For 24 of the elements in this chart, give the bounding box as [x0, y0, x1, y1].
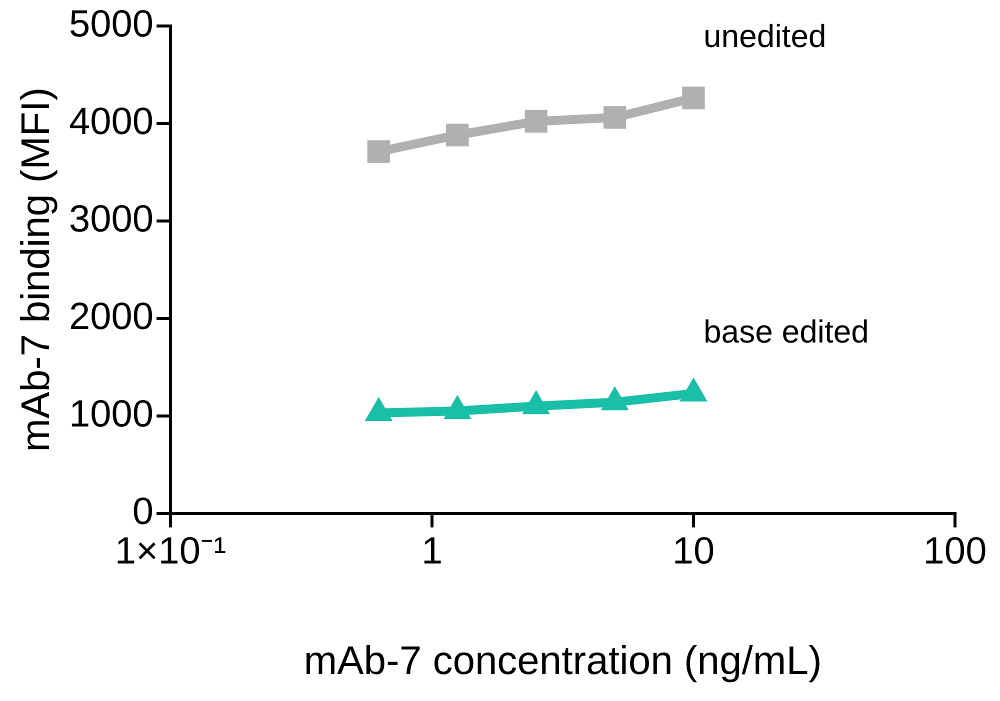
- point: [522, 390, 550, 414]
- y-tick-label: 5000: [68, 3, 154, 46]
- x-tick-label: 10: [672, 530, 715, 573]
- point: [444, 395, 472, 420]
- x-axis-title: mAb-7 concentration (ng/mL): [304, 639, 822, 684]
- point: [364, 396, 393, 421]
- y-tick-label: 1000: [68, 393, 154, 436]
- point: [524, 110, 548, 133]
- x-tick-label: 100: [923, 530, 987, 573]
- y-tick-label: 4000: [68, 100, 154, 143]
- series-label: base edited: [704, 313, 869, 350]
- y-tick-label: 3000: [68, 198, 154, 240]
- x-tick-label: 1: [421, 530, 443, 573]
- point: [367, 140, 390, 163]
- y-tick-label: 2000: [68, 296, 154, 338]
- point: [600, 386, 629, 410]
- point: [680, 377, 708, 402]
- series-label: unedited: [704, 18, 826, 54]
- x-tick-label: 1×10⁻¹: [114, 530, 226, 573]
- y-axis-title: mAb-7 binding (MFI): [14, 87, 58, 452]
- point: [603, 106, 626, 129]
- point: [446, 124, 469, 146]
- point: [682, 86, 705, 110]
- y-tick-label: 0: [132, 490, 154, 533]
